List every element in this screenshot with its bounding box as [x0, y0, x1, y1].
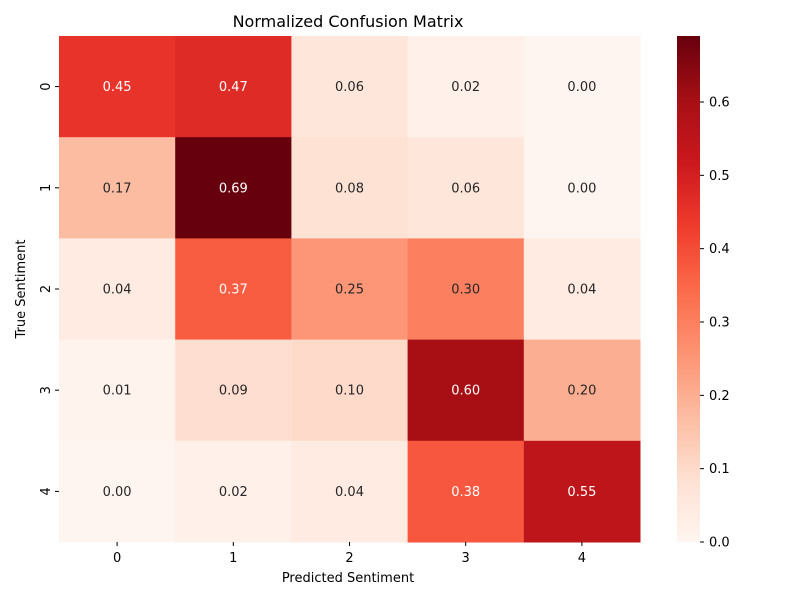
cell-value-label: 0.69 — [219, 181, 248, 196]
cell-value-label: 0.00 — [567, 80, 596, 95]
heatmap-cell — [175, 36, 292, 138]
heatmap-cell — [407, 137, 525, 239]
y-axis-ticks: 0 1 2 3 4 — [39, 82, 59, 496]
heatmap-cell — [523, 440, 641, 543]
heatmap-cell — [523, 36, 641, 138]
cell-value-label: 0.20 — [567, 384, 596, 399]
y-tick-label: 4 — [39, 487, 54, 495]
heatmap-cell — [175, 238, 292, 341]
heatmap-cell — [407, 238, 525, 341]
cell-value-label: 0.06 — [335, 80, 364, 95]
heatmap-cell — [523, 137, 641, 239]
cell-value-label: 0.47 — [219, 80, 248, 95]
heatmap-cell — [59, 137, 176, 239]
heatmap-cell — [175, 339, 292, 442]
x-tick-label: 3 — [462, 551, 470, 566]
cell-value-label: 0.09 — [219, 384, 248, 399]
heatmap-cell — [59, 36, 176, 138]
heatmap-cells: 0.45 0.47 0.06 0.02 0.00 0.17 0.69 0.08 0.06 0.00… — [59, 36, 641, 543]
cell-value-label: 0.00 — [567, 181, 596, 196]
cell-value-label: 0.00 — [103, 485, 132, 500]
y-axis-label: True Sentiment — [14, 240, 29, 340]
y-tick-label: 0 — [39, 82, 54, 90]
cell-value-label: 0.02 — [451, 80, 480, 95]
y-tick-label: 2 — [39, 285, 54, 293]
heatmap-cell — [291, 440, 409, 543]
colorbar-tick-label: 0.3 — [709, 316, 730, 331]
x-axis-label: Predicted Sentiment — [282, 571, 414, 586]
colorbar-tick-label: 0.4 — [709, 242, 730, 257]
cell-value-label: 0.08 — [335, 181, 364, 196]
cell-value-label: 0.38 — [451, 485, 480, 500]
heatmap-cell — [175, 440, 292, 543]
cell-value-label: 0.04 — [103, 283, 132, 298]
cell-value-label: 0.04 — [567, 283, 596, 298]
colorbar-ticks: 0.0 0.1 0.2 0.3 0.4 0.5 0.6 — [700, 96, 730, 551]
x-tick-label: 0 — [113, 551, 121, 566]
heatmap-cell — [523, 339, 641, 442]
cell-value-label: 0.30 — [451, 283, 480, 298]
x-tick-label: 2 — [345, 551, 353, 566]
x-tick-label: 4 — [578, 551, 586, 566]
colorbar — [677, 36, 700, 542]
heatmap-cell — [59, 339, 176, 442]
heatmap-cell — [291, 339, 409, 442]
heatmap-cell — [291, 238, 409, 341]
heatmap-cell — [523, 238, 641, 341]
cell-value-label: 0.04 — [335, 485, 364, 500]
heatmap-cell — [291, 36, 409, 138]
x-axis-ticks: 0 1 2 3 4 — [113, 542, 586, 566]
heatmap-cell — [59, 238, 176, 341]
colorbar-tick-label: 0.5 — [709, 169, 730, 184]
cell-value-label: 0.01 — [103, 384, 132, 399]
cell-value-label: 0.25 — [335, 283, 364, 298]
heatmap-cell — [175, 137, 292, 239]
heatmap-cell — [59, 440, 176, 543]
colorbar-tick-label: 0.0 — [709, 536, 730, 551]
colorbar-tick-label: 0.1 — [709, 462, 730, 477]
heatmap-cell — [407, 440, 525, 543]
cell-value-label: 0.45 — [103, 80, 132, 95]
x-tick-label: 1 — [229, 551, 237, 566]
heatmap-cell — [407, 339, 525, 442]
y-tick-label: 3 — [39, 386, 54, 394]
cell-value-label: 0.17 — [103, 181, 132, 196]
y-tick-label: 1 — [39, 184, 54, 192]
heatmap-cell — [291, 137, 409, 239]
cell-value-label: 0.02 — [219, 485, 248, 500]
cell-value-label: 0.37 — [219, 283, 248, 298]
cell-value-label: 0.06 — [451, 181, 480, 196]
cell-value-label: 0.55 — [567, 485, 596, 500]
cell-value-label: 0.10 — [335, 384, 364, 399]
chart-title: Normalized Confusion Matrix — [233, 12, 464, 31]
colorbar-tick-label: 0.6 — [709, 96, 730, 111]
heatmap-cell — [407, 36, 525, 138]
colorbar-tick-label: 0.2 — [709, 389, 730, 404]
cell-value-label: 0.60 — [451, 384, 480, 399]
